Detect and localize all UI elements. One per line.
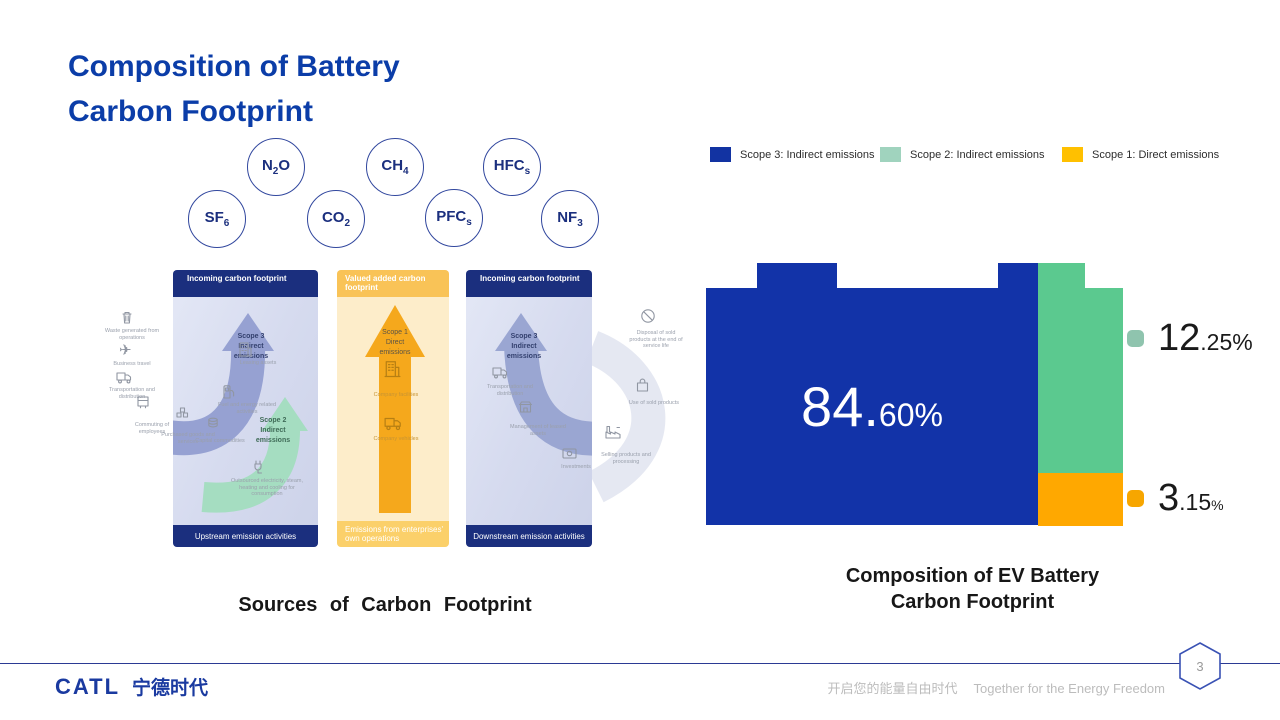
fuel-pump-icon (222, 384, 235, 404)
scope2-label-upstream: Scope 2 Indirect emissions (255, 417, 291, 444)
truck-icon (116, 371, 133, 389)
building-icon (238, 340, 253, 362)
legend-item-scope3: Scope 3: Indirect emissions (710, 147, 875, 162)
icon-caption: Purchased goods and services (161, 432, 215, 445)
icon-caption: Management of leased assets (510, 424, 566, 437)
scope1-label: Scope 1 Direct emissions (379, 329, 411, 356)
plug-icon (252, 460, 265, 480)
store-icon (518, 400, 533, 418)
scope1-swatch (1062, 147, 1083, 162)
airplane-icon: ✈ (119, 342, 132, 359)
legend-label: Scope 1: Direct emissions (1092, 148, 1220, 161)
scope1-bullet (1127, 490, 1144, 507)
right-panel-caption: Composition of EV Battery Carbon Footpri… (845, 565, 1100, 613)
icon-caption: Transportation and distribution (487, 384, 533, 397)
footer-divider (0, 663, 1280, 664)
scope1-value: 3 .15 % (1127, 477, 1224, 520)
icon-caption: Waste generated from operations (104, 328, 160, 341)
icon-caption: Business travel (113, 361, 151, 367)
battery-terminal-right-blue (998, 263, 1038, 289)
icon-caption: Outsourced electricity, steam, heating a… (230, 478, 304, 497)
scope3-arrow-downstream (495, 313, 592, 456)
own-operations-header: Valued added carbon footprint (337, 270, 449, 297)
coins-icon (206, 416, 220, 434)
left-panel-caption: Sources of Carbon Footprint (238, 594, 532, 616)
battery-scope3-segment (706, 288, 1038, 525)
bus-icon (136, 396, 150, 414)
legend-item-scope1: Scope 1: Direct emissions (1062, 147, 1219, 162)
handbag-icon (636, 378, 649, 397)
legend-item-scope2: Scope 2: Indirect emissions (880, 147, 1045, 162)
scope3-arrow-upstream (173, 313, 308, 513)
page-title: Composition of Battery Carbon Footprint (68, 44, 548, 134)
icon-caption: Capital commodities (195, 438, 245, 444)
own-operations-column: Valued added carbon footprint Scope 1 Dir… (337, 270, 449, 547)
downstream-column: Incoming carbon footprint Scope 3 Indirec… (466, 270, 592, 547)
banknote-icon (562, 446, 577, 464)
battery-scope2-segment (1038, 288, 1123, 473)
icon-caption: Commuting of employees (134, 422, 170, 435)
trash-icon (120, 310, 134, 330)
upstream-header: Incoming carbon footprint (173, 270, 318, 297)
downstream-header: Incoming carbon footprint (466, 270, 592, 297)
gas-circle-hfcs: HFCs (483, 138, 541, 196)
gas-circle-sf6: SF6 (188, 190, 246, 248)
gas-circle-n2o: N2O (247, 138, 305, 196)
scope3-label-downstream: Scope 3 Indirect emissions (506, 333, 542, 360)
page-title-line2: Carbon Footprint (68, 95, 313, 128)
scope3-value: 84. 60% (801, 375, 943, 438)
upstream-column: Incoming carbon footprint Scope 3 Indirec… (173, 270, 318, 547)
battery-scope1-segment (1038, 473, 1123, 526)
page-number: 3 (1196, 658, 1204, 674)
downstream-outer-swoosh (585, 331, 666, 503)
icon-caption: Company vehicles (373, 436, 419, 442)
scope1-arrow (365, 305, 425, 513)
footer-tagline: 开启您的能量自由时代 Together for the Energy Freedo… (827, 681, 1165, 696)
delivery-truck-icon (492, 366, 509, 384)
factory-icon (604, 424, 622, 444)
company-building-icon (384, 358, 401, 383)
icon-caption: Use of sold products (628, 400, 680, 406)
battery-terminal-left (757, 263, 837, 289)
icon-caption: Leasing assets (239, 360, 277, 366)
icon-caption: Investments (561, 464, 591, 470)
gas-circle-pfcs: PFCs (425, 189, 483, 247)
page-title-line1: Composition of Battery (68, 50, 400, 83)
upstream-footer: Upstream emission activities (173, 525, 318, 547)
scope2-value: 12 .25% (1127, 317, 1253, 360)
page-number-hexagon (1179, 642, 1221, 690)
icon-caption: Transportation and distribution (109, 387, 155, 400)
icon-caption: Disposal of sold products at the end of … (629, 330, 683, 349)
scope3-swatch (710, 147, 731, 162)
icon-caption: Selling products and processing (601, 452, 651, 465)
gas-circle-co2: CO2 (307, 190, 365, 248)
own-operations-footer: Emissions from enterprises' own operatio… (337, 521, 449, 547)
scope2-bullet (1127, 330, 1144, 347)
legend-label: Scope 3: Indirect emissions (740, 148, 875, 161)
gas-circle-ch4: CH4 (366, 138, 424, 196)
boxes-icon (176, 406, 190, 424)
prohibition-icon (640, 308, 656, 329)
scope2-swatch (880, 147, 901, 162)
company-truck-icon (384, 416, 403, 436)
icon-caption: Fuel and energy related activities (217, 402, 277, 415)
icon-caption: Company facilities (373, 392, 419, 398)
gas-circle-nf3: NF3 (541, 190, 599, 248)
downstream-footer: Downstream emission activities (466, 525, 592, 547)
legend-label: Scope 2: Indirect emissions (910, 148, 1045, 161)
catl-logo: CATL 宁德时代 (55, 674, 209, 699)
battery-terminal-right-green (1038, 263, 1085, 289)
